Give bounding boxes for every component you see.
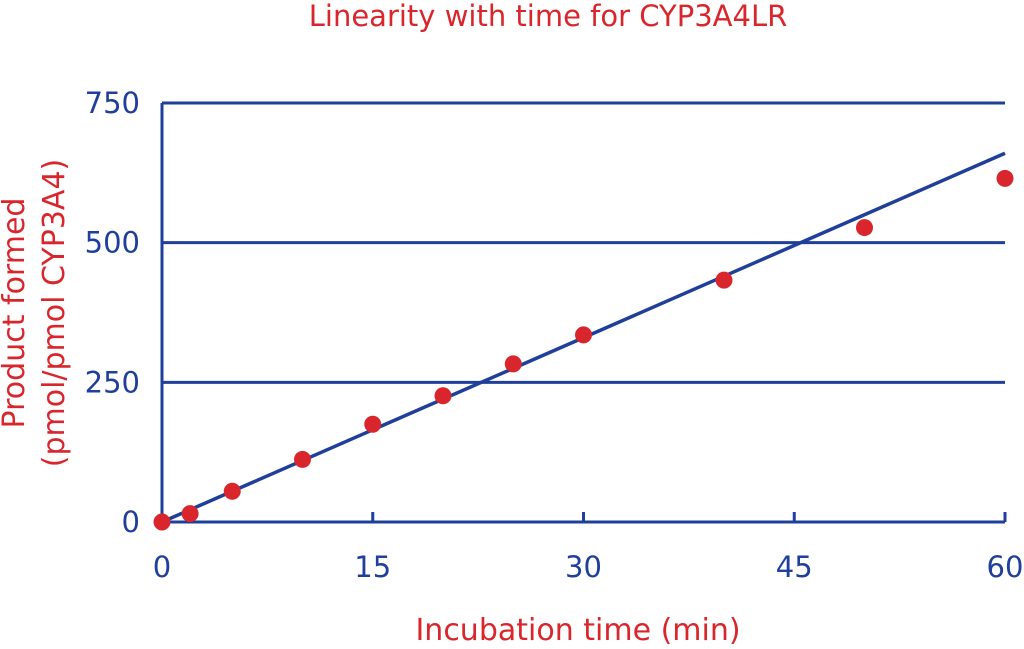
y-tick-label: 500 <box>85 226 140 260</box>
data-point <box>504 355 522 373</box>
x-tick-labels: 0 15 30 45 60 <box>153 550 1024 584</box>
y-tick-labels: 0 250 500 750 <box>85 86 140 539</box>
y-axis-label-line2: (pmol/pmol CYP3A4) <box>37 159 72 468</box>
data-point <box>715 271 733 289</box>
data-points <box>153 169 1014 531</box>
x-tick-label: 15 <box>354 550 391 584</box>
chart-title: Linearity with time for CYP3A4LR <box>309 0 788 33</box>
data-point <box>153 513 171 531</box>
data-point <box>223 482 241 500</box>
y-axis-label-line1: Product formed <box>0 198 32 429</box>
y-tick-label: 0 <box>122 505 140 539</box>
data-point <box>434 387 452 405</box>
x-tick-label: 60 <box>987 550 1024 584</box>
y-tick-label: 750 <box>85 86 140 120</box>
data-point <box>856 219 873 237</box>
data-point <box>294 450 311 468</box>
x-tick-label: 45 <box>776 550 813 584</box>
data-point <box>575 326 592 344</box>
x-axis-label: Incubation time (min) <box>415 613 740 648</box>
data-point <box>181 505 199 523</box>
data-point <box>996 169 1014 187</box>
axes <box>160 103 1007 524</box>
gridlines <box>162 101 1005 384</box>
y-tick-label: 250 <box>85 365 140 399</box>
data-point <box>364 415 382 433</box>
x-tick-label: 30 <box>565 550 602 584</box>
x-tick-label: 0 <box>153 550 171 584</box>
